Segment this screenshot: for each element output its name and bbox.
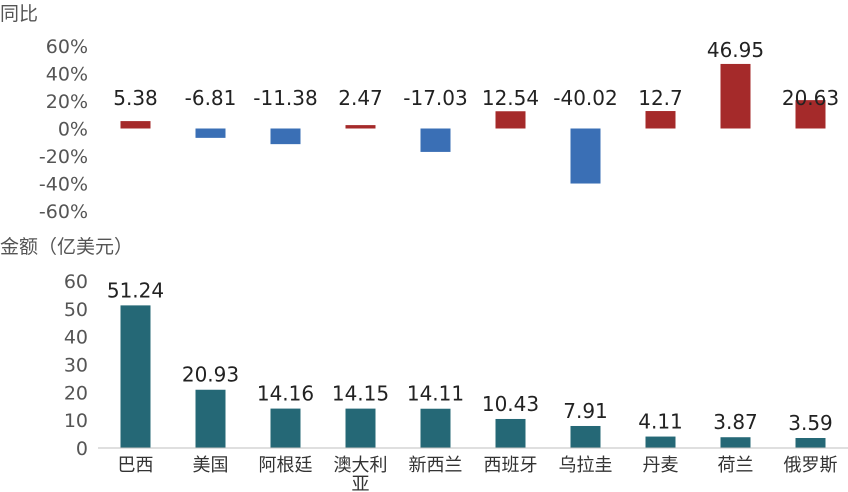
amount-bars	[120, 305, 826, 448]
yoy-data-label: 20.63	[782, 86, 839, 110]
yoy-bar	[645, 111, 676, 129]
amount-tick-label: 50	[64, 299, 88, 321]
yoy-bar	[120, 121, 151, 129]
yoy-y-ticks: 60% 40% 20% 0% -20% -40% -60%	[39, 36, 88, 223]
category-label: 西班牙	[484, 455, 538, 476]
yoy-chart: 同比 60% 40% 20% 0% -20% -40% -60% 5.38 -6.81 -11.…	[0, 3, 839, 223]
yoy-tick-label: 0%	[58, 119, 88, 141]
yoy-tick-label: -40%	[39, 174, 88, 196]
yoy-bar	[270, 128, 301, 145]
amount-bar	[345, 408, 376, 448]
amount-data-label: 4.11	[638, 410, 683, 434]
amount-tick-label: 40	[64, 327, 88, 349]
amount-tick-label: 60	[64, 271, 88, 293]
amount-data-label: 20.93	[182, 363, 239, 387]
yoy-data-label: -17.03	[403, 86, 467, 110]
category-label: 澳大利亚	[334, 455, 388, 492]
category-label: 美国	[193, 455, 229, 476]
yoy-data-label: -11.38	[253, 86, 317, 110]
amount-tick-label: 20	[64, 382, 88, 404]
amount-data-labels: 51.24 20.93 14.16 14.15 14.11 10.43 7.91 4.11 3.…	[107, 278, 833, 435]
yoy-bar	[345, 125, 376, 129]
amount-data-label: 3.87	[713, 410, 758, 434]
yoy-data-label: 12.54	[482, 86, 539, 110]
amount-bar	[570, 425, 601, 448]
category-label: 巴西	[118, 455, 154, 476]
yoy-data-label: -6.81	[185, 86, 237, 110]
yoy-bars	[120, 63, 826, 184]
amount-bar	[645, 436, 676, 448]
amount-chart: 金额（亿美元） 60 50 40 30 20 10 0 51.24 20.93 14.16 14.…	[0, 236, 848, 492]
yoy-data-label: 2.47	[338, 86, 383, 110]
yoy-tick-label: 60%	[46, 36, 88, 58]
amount-data-label: 7.91	[563, 399, 608, 423]
yoy-bar	[795, 100, 826, 129]
amount-bar	[420, 408, 451, 448]
yoy-tick-label: -20%	[39, 146, 88, 168]
yoy-bar	[420, 128, 451, 152]
yoy-data-label: 46.95	[707, 38, 764, 62]
yoy-data-labels: 5.38 -6.81 -11.38 2.47 -17.03 12.54 -40.02 12.7…	[113, 38, 839, 110]
amount-bar	[795, 438, 826, 448]
yoy-data-label: 12.7	[638, 86, 683, 110]
amount-bar	[495, 418, 526, 448]
category-label: 乌拉圭	[559, 455, 613, 476]
category-label: 丹麦	[643, 455, 679, 476]
amount-y-ticks: 60 50 40 30 20 10 0	[64, 271, 88, 460]
yoy-bar	[720, 63, 751, 129]
category-label: 新西兰	[409, 455, 463, 476]
yoy-tick-label: -60%	[39, 201, 88, 223]
category-label: 阿根廷	[259, 455, 313, 476]
category-label: 荷兰	[718, 455, 754, 476]
amount-data-label: 14.16	[257, 382, 314, 406]
amount-data-label: 3.59	[788, 411, 833, 435]
amount-bar	[270, 408, 301, 448]
amount-bar	[120, 305, 151, 448]
amount-bar	[195, 389, 226, 448]
amount-tick-label: 10	[64, 410, 88, 432]
yoy-axis-title: 同比	[0, 3, 38, 25]
amount-axis-title: 金额（亿美元）	[0, 236, 133, 258]
yoy-tick-label: 40%	[46, 64, 88, 86]
amount-tick-label: 30	[64, 355, 88, 377]
yoy-bar	[495, 111, 526, 129]
amount-data-label: 14.11	[407, 382, 464, 406]
amount-data-label: 14.15	[332, 382, 389, 406]
yoy-data-label: -40.02	[553, 86, 617, 110]
yoy-data-label: 5.38	[113, 86, 158, 110]
category-label: 俄罗斯	[784, 455, 838, 476]
amount-data-label: 10.43	[482, 392, 539, 416]
amount-tick-label: 0	[76, 438, 88, 460]
yoy-bar	[195, 128, 226, 138]
amount-data-label: 51.24	[107, 278, 164, 302]
amount-bar	[720, 437, 751, 448]
yoy-tick-label: 20%	[46, 91, 88, 113]
yoy-bar	[570, 128, 601, 184]
